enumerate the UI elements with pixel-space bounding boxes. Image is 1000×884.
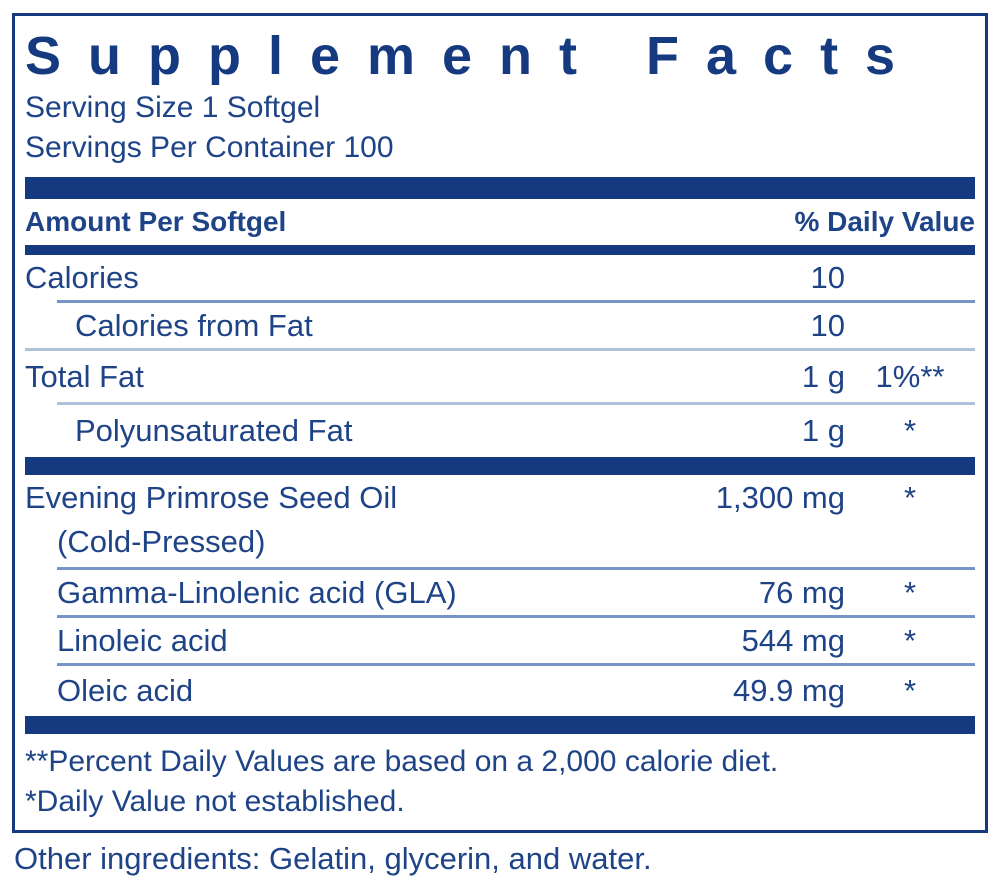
nutrient-amount: 10 [810,307,845,343]
nutrient-name: Calories [25,259,139,295]
nutrient-row: Calories from Fat 10 [25,303,975,348]
nutrient-row: Linoleic acid 544 mg * [25,618,975,663]
row-divider-rule [57,567,975,570]
nutrient-amount: 544 mg [741,622,845,658]
nutrient-row: Oleic acid 49.9 mg * [25,666,975,716]
nutrient-name: Evening Primrose Seed Oil (Cold-Pressed) [25,480,398,559]
nutrient-row: Total Fat 1 g 1%** [25,351,975,402]
nutrient-daily-value: * [903,480,917,515]
nutrient-daily-value: * [903,622,917,658]
nutrient-amount: 1 g [801,413,845,448]
nutrient-name: Calories from Fat [75,307,313,343]
serving-size-line: Serving Size 1 Softgel [25,91,321,124]
row-divider-rule [25,348,975,351]
nutrient-row: Gamma-Linolenic acid (GLA) 76 mg * [25,570,975,615]
nutrient-daily-value: * [903,574,917,610]
row-divider-rule [57,615,975,618]
section-divider-bar [25,716,975,734]
footnotes: **Percent Daily Values are based on a 2,… [25,742,975,822]
servings-per-container-line: Servings Per Container 100 [25,131,394,164]
row-divider-rule [57,402,975,405]
nutrient-name: Linoleic acid [57,622,228,658]
top-divider-bar [25,177,975,199]
nutrient-amount: 10 [810,259,845,295]
supplement-facts-panel: Supplement Facts Serving Size 1 Softgel … [12,13,988,833]
nutrient-name: Oleic acid [57,673,194,708]
nutrient-amount: 1,300 mg [715,480,845,515]
nutrient-amount: 49.9 mg [732,673,845,708]
nutrient-daily-value: * [903,673,917,708]
nutrient-row: Evening Primrose Seed Oil (Cold-Pressed) 1… [25,475,975,567]
table-header-row: Amount Per Softgel % Daily Value [25,199,975,245]
nutrient-name: Gamma-Linolenic acid (GLA) [57,574,457,610]
nutrient-daily-value: 1%** [875,358,945,394]
row-divider-rule [57,300,975,303]
nutrient-row: Calories 10 [25,255,975,300]
percent-dv-footnote: **Percent Daily Values are based on a 2,… [25,745,779,778]
amount-per-softgel-header: Amount Per Softgel [25,206,287,237]
nutrient-name: Total Fat [25,358,144,394]
row-divider-rule [57,663,975,666]
section-divider-bar [25,457,975,475]
nutrient-rows: Calories 10 Calories from Fat 10 Total Fat 1 … [25,255,975,734]
other-ingredients-line: Other ingredients: Gelatin, glycerin, an… [14,841,652,876]
nutrient-row: Polyunsaturated Fat 1 g * [25,405,975,457]
dv-not-established-footnote: *Daily Value not established. [25,785,405,818]
nutrient-name: Polyunsaturated Fat [75,413,353,448]
header-divider-bar [25,245,975,255]
percent-daily-value-header: % Daily Value [794,206,975,237]
nutrient-amount: 76 mg [758,574,845,610]
nutrient-daily-value: * [903,413,917,448]
panel-title: Supplement Facts [25,26,923,86]
nutrient-amount: 1 g [801,358,845,394]
